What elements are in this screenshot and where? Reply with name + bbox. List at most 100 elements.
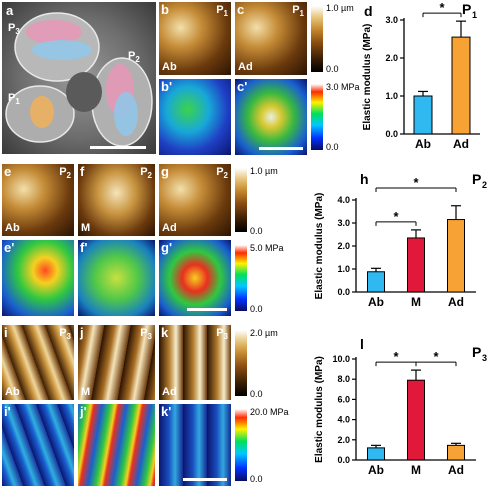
colorbar-max-label: 1.0 µm (250, 166, 278, 176)
panel-label-d: d (364, 3, 373, 19)
height-colorbar-row3 (235, 330, 247, 396)
panel-label-f: f (80, 164, 85, 179)
y-tick-label: 0.0 (337, 455, 350, 465)
modulus-colorbar-row2 (235, 245, 247, 311)
afm-modulus-map-i-prime: i' (2, 404, 74, 486)
panel-label-e-prime: e' (4, 240, 15, 255)
bar-ab (367, 447, 385, 461)
y-tick-label: 2.0 (337, 241, 350, 251)
panel-label-c-prime: c' (237, 79, 248, 94)
scale-bar-g-prime (187, 308, 227, 311)
chart-title: P (472, 344, 481, 360)
colorbar-min-label: 0.0 (326, 64, 339, 74)
bar-ab (367, 271, 385, 293)
modulus-colorbar-row3 (235, 409, 247, 481)
y-tick-label: 2.0 (337, 435, 350, 445)
petal-label-p2: P2 (216, 166, 228, 181)
significance-star: * (413, 175, 419, 190)
panel-label-b: b (161, 2, 169, 17)
y-tick-label: 3.0 (385, 15, 398, 25)
petal-label-p1: P1 (292, 4, 304, 19)
afm-height-map-j: j P3 M (78, 325, 155, 400)
surface-label-ab: Ab (5, 222, 20, 234)
x-tick-label: Ab (368, 295, 384, 309)
x-tick-label: Ab (368, 463, 384, 477)
y-tick-label: 4.0 (337, 415, 350, 425)
bar-chart-h: h P 2 Elastic modulus (MPa) 0.0 1.0 2.0 3.0 4.0 A… (314, 171, 487, 309)
significance-star: * (433, 349, 439, 364)
petal-label-p3: P3 (140, 327, 152, 342)
colorbar-max-label: 5.0 MPa (250, 243, 284, 253)
colorbar-min-label: 0.0 (250, 304, 263, 314)
scale-bar-a (90, 146, 146, 149)
scale-bar-k-prime (183, 478, 227, 481)
bar-ad (451, 36, 471, 135)
afm-height-map-c: c P1 Ad (235, 2, 307, 75)
colorbar-min-label: 0.0 (250, 474, 263, 484)
x-tick-label: Ab (415, 137, 431, 151)
surface-label-m: M (81, 222, 91, 234)
bar-chart-l: l P 3 Elastic modulus (MPa) 0.0 2.0 4.0 6.0 8.0 1… (314, 336, 487, 477)
petal-label-p3: P3 (216, 327, 228, 342)
afm-height-map-g: g P2 Ad (159, 164, 231, 236)
surface-label-ad: Ad (162, 386, 177, 398)
afm-modulus-map-e-prime: e' (2, 240, 74, 316)
afm-modulus-map-c-prime: c' (235, 79, 307, 155)
modulus-colorbar-row1 (311, 84, 323, 150)
y-tick-label: 1.0 (337, 264, 350, 274)
bar-ad (447, 444, 465, 461)
afm-modulus-map-g-prime: g' (159, 240, 231, 316)
petal-label-p3: P3 (8, 22, 20, 37)
petal-label-p2: P2 (128, 50, 140, 65)
panel-label-b-prime: b' (161, 79, 173, 94)
y-tick-label: 3.0 (337, 218, 350, 228)
y-tick-label: 8.0 (337, 374, 350, 384)
colorbar-min-label: 0.0 (250, 389, 263, 399)
colorbar-max-label: 1.0 µm (326, 3, 354, 13)
significance-star: * (393, 209, 399, 224)
petal-label-p3: P3 (59, 327, 71, 342)
colorbar-max-label: 2.0 µm (250, 328, 278, 338)
surface-label-ab: Ab (5, 386, 20, 398)
chart-title: P (472, 171, 481, 187)
x-tick-label: M (411, 463, 421, 477)
surface-label-ad: Ad (162, 222, 177, 234)
colorbar-max-label: 20.0 MPa (250, 407, 289, 417)
y-axis-label: Elastic modulus (MPa) (314, 356, 325, 463)
panel-label-k-prime: k' (161, 404, 172, 419)
afm-height-map-b: b P1 Ab (159, 2, 231, 75)
petal-label-p1: P1 (8, 92, 20, 107)
colorbar-min-label: 0.0 (326, 142, 339, 152)
afm-modulus-map-f-prime: f' (78, 240, 155, 316)
significance-star: * (439, 0, 445, 15)
panel-label-k: k (161, 325, 169, 340)
chart-title-subscript: 1 (472, 10, 477, 20)
panel-label-h: h (360, 171, 369, 187)
afm-height-map-k: k P3 Ad (159, 325, 231, 400)
bar-ad (447, 219, 465, 293)
chart-title-subscript: 3 (482, 353, 487, 363)
bar-m (407, 237, 425, 293)
panel-label-g: g (161, 164, 169, 179)
bar-ab (413, 95, 433, 135)
panel-label-i-prime: i' (4, 404, 11, 419)
panel-label-c: c (237, 2, 245, 17)
height-colorbar-row1 (311, 6, 323, 72)
x-tick-label: Ad (448, 295, 464, 309)
petal-label-p1: P1 (216, 4, 228, 19)
y-tick-label: 0.0 (385, 129, 398, 139)
surface-label-m: M (81, 386, 91, 398)
y-tick-label: 1.0 (385, 91, 398, 101)
surface-label-ad: Ad (238, 61, 253, 73)
panel-label-g-prime: g' (161, 240, 173, 255)
petal-label-p2: P2 (140, 166, 152, 181)
afm-modulus-map-b-prime: b' (159, 79, 231, 155)
afm-modulus-map-k-prime: k' (159, 404, 231, 486)
y-tick-label: 10.0 (332, 354, 350, 364)
afm-height-map-e: e P2 Ab (2, 164, 74, 236)
chart-title: P (462, 1, 471, 17)
significance-star: * (393, 349, 399, 364)
y-axis-label: Elastic modulus (MPa) (362, 24, 373, 131)
afm-height-map-i: i P3 Ab (2, 325, 74, 400)
bar-m (407, 379, 425, 461)
